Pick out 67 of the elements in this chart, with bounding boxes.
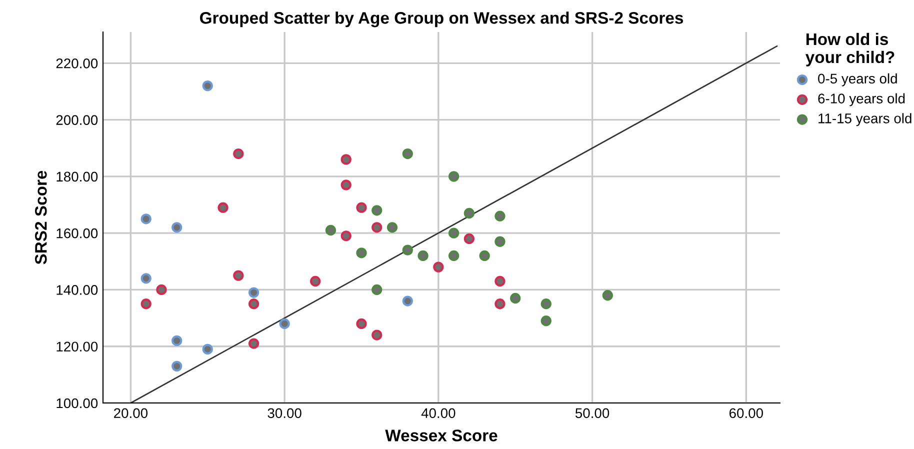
legend-label: 0-5 years old: [818, 73, 897, 86]
point: [233, 148, 244, 160]
point: [279, 318, 290, 330]
y-tick-label: 140.00: [56, 285, 98, 295]
point: [510, 292, 521, 304]
point: [494, 276, 506, 287]
point: [372, 205, 382, 216]
point: [202, 80, 213, 92]
point: [172, 335, 182, 346]
point: [140, 273, 152, 284]
point: [479, 250, 490, 262]
point: [494, 236, 506, 247]
point: [448, 228, 460, 238]
point: [325, 224, 336, 236]
point: [156, 284, 167, 296]
point: [540, 298, 552, 310]
y-tick-label: 120.00: [56, 342, 98, 352]
point: [310, 276, 321, 287]
point: [402, 244, 413, 256]
point: [448, 250, 460, 262]
point: [494, 298, 506, 310]
x-tick-label: 20.00: [114, 408, 148, 418]
point: [233, 270, 244, 281]
point: [356, 202, 367, 213]
y-tick-label: 100.00: [56, 398, 98, 408]
y-tick-label: 200.00: [56, 115, 98, 125]
point: [248, 338, 260, 349]
point: [172, 360, 182, 372]
point: [372, 284, 382, 296]
x-axis-title: Wessex Score: [385, 430, 498, 442]
point: [372, 330, 382, 340]
point: [140, 298, 152, 310]
y-axis-title: SRS2 Score: [35, 170, 47, 264]
point: [464, 208, 475, 219]
point: [433, 262, 444, 272]
point: [340, 230, 352, 242]
point: [418, 250, 428, 262]
y-tick-label: 180.00: [56, 172, 98, 182]
point: [140, 214, 152, 224]
point: [402, 296, 413, 306]
point: [248, 298, 260, 310]
chart-title: Grouped Scatter by Age Group on Wessex and SRS-2 Scores: [200, 12, 684, 28]
point: [340, 154, 352, 165]
point: [340, 180, 352, 190]
legend-label: 11-15 years old: [818, 113, 912, 126]
point: [494, 210, 506, 222]
point: [464, 233, 475, 244]
point: [202, 344, 213, 355]
x-tick-label: 40.00: [421, 408, 456, 418]
point: [386, 222, 398, 233]
point: [540, 316, 552, 326]
legend-label: 6-10 years old: [818, 93, 905, 106]
x-tick-label: 50.00: [575, 408, 610, 418]
point: [602, 290, 613, 301]
point: [356, 248, 367, 258]
legend-title: How old is your child?: [805, 32, 894, 66]
point: [402, 148, 413, 160]
point: [248, 287, 260, 298]
x-tick-label: 60.00: [729, 408, 763, 418]
point: [172, 222, 182, 233]
point: [448, 171, 460, 182]
point: [218, 202, 228, 213]
point: [356, 318, 367, 330]
x-tick-label: 30.00: [268, 408, 302, 418]
point: [372, 222, 382, 233]
y-tick-label: 220.00: [56, 58, 98, 68]
y-tick-label: 160.00: [56, 228, 98, 238]
